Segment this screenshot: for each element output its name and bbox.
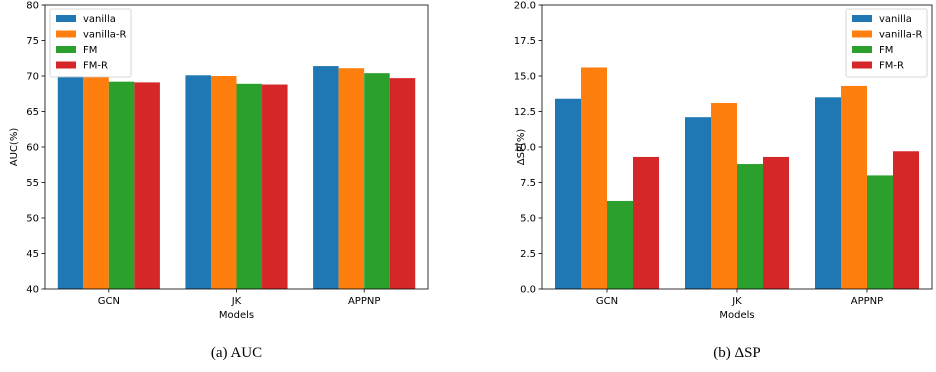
chart-auc-x-tick-label: APPNP [348, 296, 380, 307]
chart-dsp-y-tick-label: 10.0 [514, 143, 536, 154]
chart-dsp-y-tick-label: 17.5 [514, 36, 536, 47]
chart-dsp-bar-FM-R-APPNP [893, 151, 919, 289]
chart-dsp-y-ticks: 0.0 2.5 5.0 7.5 10.0 12.5 15.0 17.5 20.0 [514, 1, 542, 296]
chart-dsp-y-tick-label: 0.0 [520, 285, 536, 296]
chart-auc-y-tick-label: 55 [26, 178, 39, 189]
chart-auc-bars [57, 66, 416, 290]
chart-auc-legend: vanilla vanilla-R FM FM-R [49, 8, 132, 78]
chart-auc-y-tick-label: 45 [26, 249, 39, 260]
chart-dsp-legend: vanilla vanilla-R FM FM-R [845, 8, 928, 78]
chart-dsp-legend-swatch [852, 61, 872, 69]
chart-dsp-y-tick-label: 20.0 [514, 1, 536, 12]
chart-dsp-legend-label: vanilla [879, 14, 912, 25]
chart-auc-x-tick-label: JK [231, 296, 242, 307]
chart-dsp-x-ticks: GCN JK APPNP [596, 289, 883, 307]
chart-dsp-ylabel: ΔSP(%) [516, 129, 527, 166]
chart-dsp-legend-swatch [852, 30, 872, 38]
chart-auc-legend-label: vanilla-R [83, 30, 126, 41]
chart-dsp-x-tick-label: JK [731, 296, 742, 307]
chart-auc-legend-label: vanilla [83, 14, 116, 25]
chart-dsp-legend-label: FM [879, 45, 893, 56]
caption-auc: (a) AUC [211, 345, 262, 361]
chart-dsp-bar-vanilla-JK [685, 117, 711, 290]
chart-auc-frame [44, 4, 429, 290]
chart-dsp-bar-vanilla-R-APPNP [841, 85, 867, 289]
chart-auc-legend-label: FM-R [83, 61, 108, 72]
chart-auc-y-tick-label: 65 [26, 107, 39, 118]
chart-dsp-legend-box [845, 8, 928, 78]
chart-auc-x-ticks: GCN JK APPNP [98, 289, 380, 307]
chart-dsp: 0.0 2.5 5.0 7.5 10.0 12.5 15.0 17.5 20.0 GCN JK AP… [514, 1, 933, 361]
chart-dsp-y-tick-label: 5.0 [520, 214, 536, 225]
chart-dsp-bar-FM-JK [737, 164, 763, 289]
chart-auc-bar-FM-R-GCN [134, 82, 160, 289]
chart-auc-legend-swatch [56, 46, 76, 53]
chart-auc-bar-vanilla-R-APPNP [338, 68, 365, 289]
chart-auc-y-tick-label: 80 [26, 1, 39, 12]
chart-auc-bar-FM-GCN [108, 81, 135, 290]
chart-auc-y-tick-label: 75 [26, 36, 39, 47]
chart-auc-bar-FM-JK [236, 83, 263, 289]
chart-dsp-bar-FM-APPNP [867, 175, 893, 289]
chart-dsp-bar-vanilla-R-GCN [581, 67, 607, 289]
chart-dsp-bar-vanilla-APPNP [815, 97, 841, 289]
chart-auc-bar-vanilla-R-JK [210, 76, 237, 289]
chart-auc-bar-FM-R-APPNP [389, 78, 416, 289]
chart-dsp-bar-vanilla-GCN [555, 98, 581, 289]
chart-auc-legend-swatch [56, 15, 76, 22]
chart-auc-bar-FM-APPNP [364, 73, 390, 289]
chart-dsp-x-tick-label: GCN [596, 296, 618, 307]
chart-auc-y-tick-label: 50 [26, 214, 39, 225]
caption-dsp: (b) ΔSP [713, 345, 761, 361]
chart-dsp-y-tick-label: 12.5 [514, 107, 536, 118]
chart-auc-y-tick-label: 60 [26, 143, 39, 154]
chart-auc-bar-vanilla-GCN [57, 76, 84, 289]
chart-dsp-y-tick-label: 2.5 [520, 249, 536, 260]
chart-auc-bar-vanilla-R-GCN [83, 76, 109, 290]
chart-dsp-legend-swatch [852, 15, 872, 22]
chart-auc-x-tick-label: GCN [98, 296, 120, 307]
chart-auc-ylabel: AUC(%) [9, 128, 20, 167]
chart-dsp-y-tick-label: 15.0 [514, 72, 536, 83]
chart-auc-bar-vanilla-APPNP [313, 66, 339, 289]
chart-dsp-legend-label: vanilla-R [879, 30, 922, 41]
chart-dsp-bar-vanilla-R-JK [711, 102, 737, 289]
chart-auc-legend-swatch [56, 30, 76, 38]
chart-dsp-bars [555, 67, 919, 290]
chart-dsp-bar-FM-R-GCN [633, 156, 659, 289]
chart-auc-xlabel: Models [219, 310, 254, 321]
chart-dsp-bar-FM-GCN [607, 200, 633, 289]
chart-auc-y-tick-label: 70 [26, 72, 39, 83]
chart-auc-y-tick-label: 40 [26, 285, 39, 296]
chart-auc-legend-swatch [56, 61, 76, 69]
chart-auc-y-ticks: 40 45 50 55 60 65 70 75 80 [26, 1, 45, 296]
chart-auc-bar-vanilla-JK [185, 75, 211, 289]
chart-dsp-bar-FM-R-JK [763, 156, 789, 289]
chart-auc-legend-label: FM [83, 45, 97, 56]
chart-dsp-legend-label: FM-R [879, 61, 904, 72]
chart-dsp-y-tick-label: 7.5 [520, 178, 536, 189]
chart-dsp-x-tick-label: APPNP [851, 296, 883, 307]
chart-auc-legend-box [49, 8, 132, 78]
chart-dsp-xlabel: Models [719, 310, 754, 321]
chart-auc-bar-FM-R-JK [262, 84, 288, 290]
chart-auc: 40 45 50 55 60 65 70 75 80 GCN JK APPNP AUC(%) Mod… [9, 1, 429, 361]
chart-dsp-legend-swatch [852, 46, 872, 53]
chart-dsp-frame [541, 4, 933, 290]
